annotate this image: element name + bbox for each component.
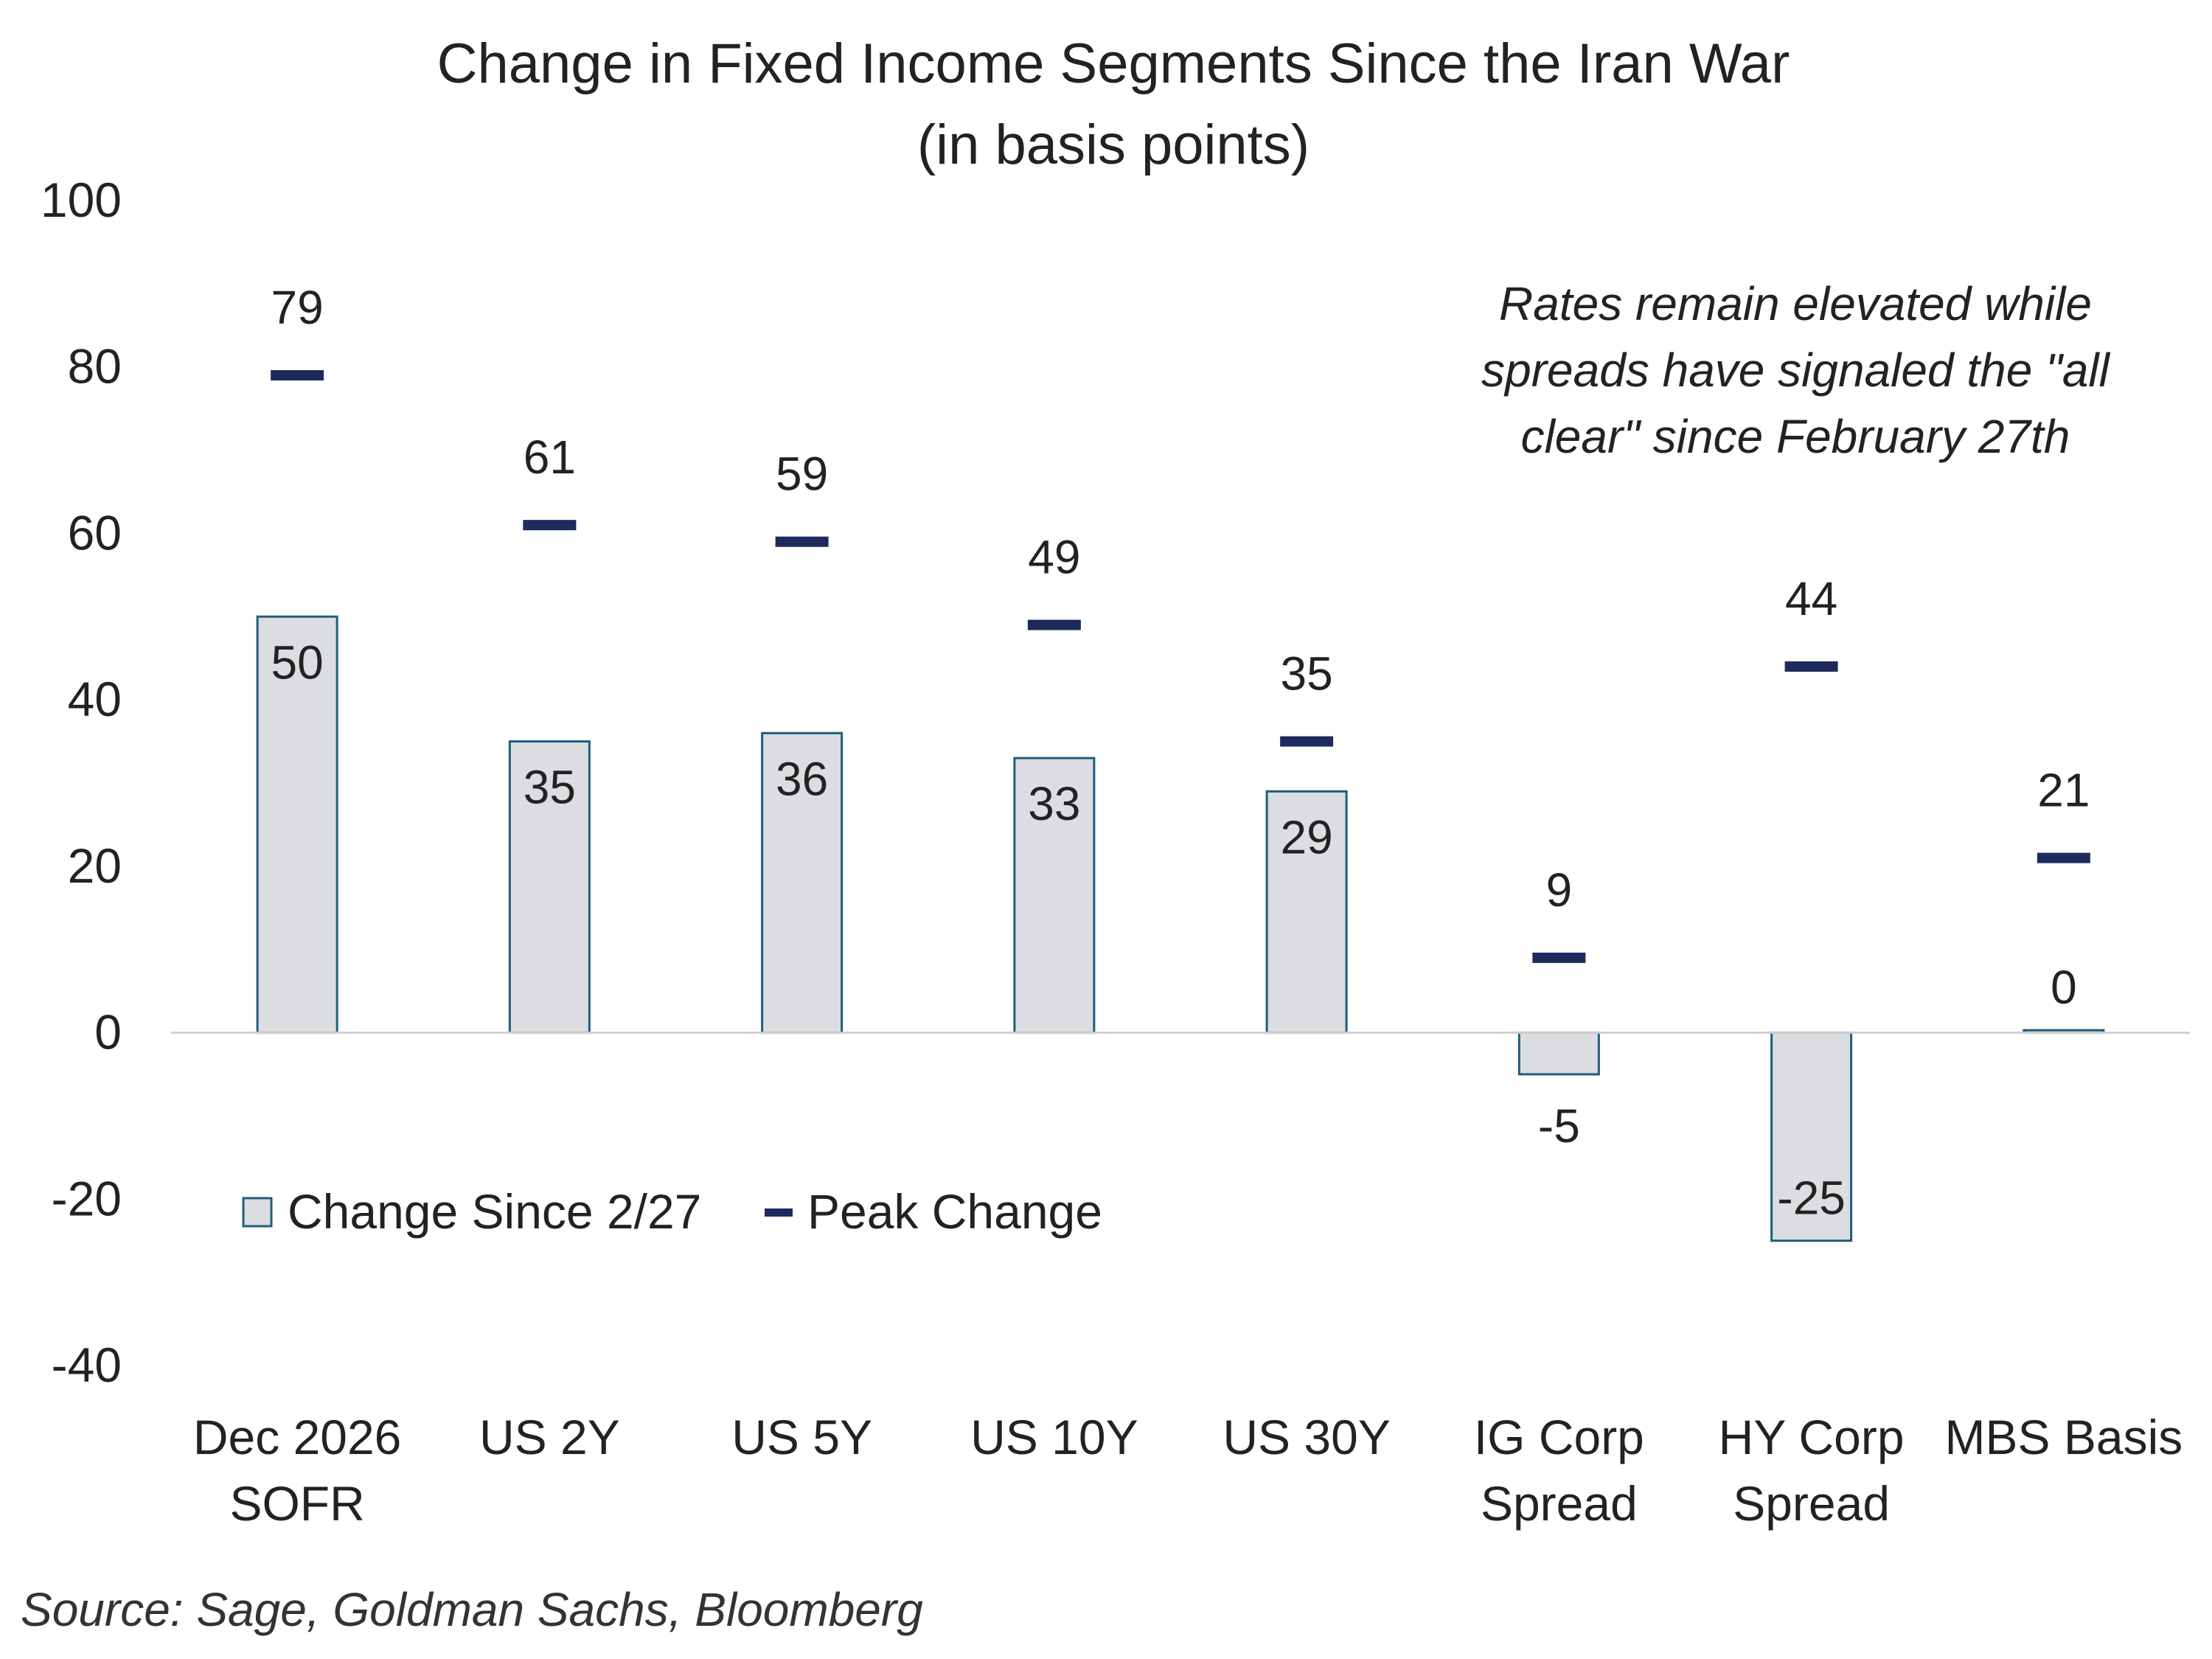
bar — [508, 740, 591, 1034]
peak-marker — [1027, 619, 1081, 630]
chart-title: Change in Fixed Income Segments Since th… — [437, 32, 1790, 95]
y-tick-label: 60 — [68, 505, 122, 560]
bar — [761, 731, 844, 1034]
peak-markers-series: 79 61 59 49 35 9 44 21 — [271, 281, 2090, 963]
x-category-label: Spread — [1481, 1476, 1638, 1531]
annotation-line: clear" since February 27th — [1521, 410, 2070, 463]
peak-marker — [1280, 736, 1334, 747]
x-axis: Dec 2026 SOFR US 2Y US 5Y US 10Y US 30Y IG Cor… — [193, 1410, 2183, 1531]
annotation-line: spreads have signaled the "all — [1481, 344, 2111, 397]
x-category-label: HY Corp — [1719, 1410, 1905, 1464]
legend-label-change: Change Since 2/27 — [288, 1184, 701, 1239]
x-category-label: IG Corp — [1474, 1410, 1644, 1464]
bar-data-label: 35 — [524, 761, 576, 814]
peak-data-label: 49 — [1028, 531, 1080, 584]
peak-marker — [523, 520, 577, 531]
bars-series: 50 35 36 33 29 -5 -25 0 — [256, 615, 2105, 1242]
x-category-label: US 30Y — [1222, 1410, 1390, 1464]
bar-data-label: 29 — [1281, 810, 1333, 863]
peak-marker — [2037, 852, 2090, 863]
bar-data-label: -5 — [1538, 1099, 1580, 1152]
x-category-label: MBS Basis — [1945, 1410, 2183, 1464]
bar-data-label: 33 — [1028, 777, 1080, 830]
y-tick-label: 80 — [68, 339, 122, 394]
x-category-label: Spread — [1733, 1476, 1890, 1531]
peak-data-label: 59 — [776, 448, 828, 501]
bar — [1517, 1032, 1600, 1076]
bar — [256, 615, 338, 1034]
annotation: Rates remain elevated while spreads have … — [1481, 277, 2111, 463]
peak-data-label: 9 — [1546, 863, 1573, 917]
chart-subtitle: (in basis points) — [917, 114, 1310, 176]
source-note: Source: Sage, Goldman Sachs, Bloomberg — [21, 1583, 923, 1636]
y-tick-label: 20 — [68, 838, 122, 893]
x-category-label: Dec 2026 — [193, 1410, 402, 1464]
x-category-label: US 2Y — [479, 1410, 620, 1464]
y-tick-label: 0 — [94, 1005, 122, 1060]
legend-label-peak: Peak Change — [807, 1184, 1102, 1239]
legend-swatch-peak — [765, 1208, 793, 1217]
annotation-line: Rates remain elevated while — [1499, 277, 2092, 330]
peak-data-label: 44 — [1785, 572, 1837, 625]
peak-data-label: 79 — [271, 281, 324, 334]
y-tick-label: -20 — [52, 1171, 122, 1225]
peak-marker — [271, 370, 324, 380]
legend-swatch-change — [242, 1197, 273, 1228]
y-tick-label: -40 — [52, 1338, 122, 1392]
bar-data-label: 36 — [776, 752, 828, 805]
peak-data-label: 21 — [2037, 764, 2090, 817]
x-category-label: SOFR — [229, 1476, 364, 1531]
bar-data-label: 50 — [271, 636, 324, 689]
bar — [1770, 1032, 1853, 1242]
bar-data-label: 0 — [2051, 961, 2077, 1014]
peak-data-label: 61 — [524, 431, 576, 484]
y-tick-label: 100 — [41, 173, 122, 227]
peak-marker — [1532, 953, 1586, 963]
peak-marker — [1784, 661, 1838, 672]
y-axis: 100 80 60 40 20 0 -20 -40 — [41, 173, 122, 1392]
peak-marker — [775, 536, 829, 547]
legend: Change Since 2/27 Peak Change — [242, 1184, 1102, 1239]
y-tick-label: 40 — [68, 672, 122, 726]
bar — [1013, 757, 1096, 1034]
x-category-label: US 10Y — [970, 1410, 1138, 1464]
peak-data-label: 35 — [1281, 647, 1333, 700]
bar-data-label: -25 — [1777, 1172, 1846, 1225]
x-category-label: US 5Y — [731, 1410, 872, 1464]
